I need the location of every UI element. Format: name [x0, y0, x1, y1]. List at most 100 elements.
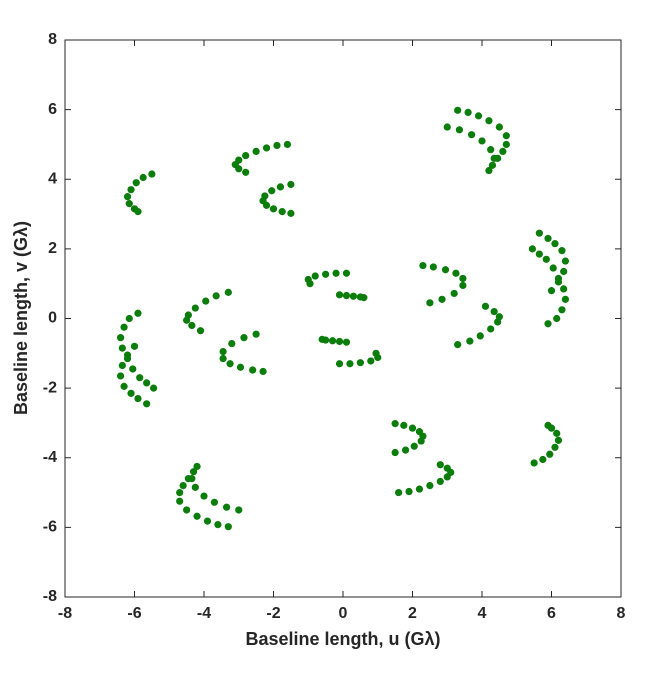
data-point	[125, 200, 133, 208]
data-point	[426, 299, 434, 307]
data-point	[262, 201, 271, 209]
data-point	[219, 347, 227, 356]
data-point	[551, 240, 559, 248]
data-point	[283, 140, 291, 149]
data-point	[196, 327, 205, 335]
data-point	[438, 295, 446, 303]
data-point	[454, 106, 462, 114]
data-point	[554, 436, 563, 444]
data-point	[551, 443, 559, 451]
data-point	[391, 420, 399, 428]
data-point	[143, 379, 151, 387]
x-tick-label: -4	[197, 605, 211, 622]
data-point	[405, 487, 413, 496]
data-point	[129, 365, 137, 373]
data-point	[148, 170, 156, 178]
data-point	[560, 285, 568, 293]
data-point	[269, 205, 278, 213]
data-point	[452, 269, 460, 277]
data-point	[287, 180, 295, 189]
data-point	[228, 339, 236, 348]
x-tick-label: -6	[127, 605, 141, 622]
data-point	[235, 506, 243, 514]
data-point	[547, 287, 556, 295]
data-point	[535, 250, 543, 258]
data-point	[499, 147, 507, 155]
data-point	[544, 421, 552, 429]
data-point	[219, 354, 227, 363]
data-point	[242, 151, 250, 160]
data-point	[415, 428, 424, 436]
data-point	[318, 335, 326, 343]
data-point	[495, 123, 503, 131]
data-point	[252, 330, 260, 338]
data-point	[311, 272, 319, 280]
data-point	[488, 161, 497, 169]
data-point	[441, 266, 450, 274]
data-point	[561, 295, 570, 303]
data-point	[249, 366, 257, 374]
x-tick-label: 6	[547, 605, 556, 622]
data-point	[236, 363, 245, 371]
data-point	[481, 302, 490, 310]
data-point	[188, 475, 196, 483]
data-point	[268, 187, 276, 195]
data-point	[459, 281, 467, 290]
data-point	[450, 289, 458, 298]
data-point	[485, 117, 493, 125]
data-point	[191, 304, 199, 312]
data-point	[443, 123, 451, 131]
y-tick-label: 8	[48, 31, 57, 48]
data-point	[202, 297, 210, 305]
data-point	[530, 459, 538, 467]
data-point	[429, 263, 437, 271]
data-point	[546, 450, 554, 458]
y-tick-label: -6	[43, 519, 57, 536]
data-point	[235, 165, 243, 173]
data-point	[342, 269, 351, 277]
data-point	[183, 506, 191, 514]
data-point	[367, 357, 375, 365]
data-point	[528, 245, 536, 253]
data-point	[242, 168, 250, 176]
data-point	[118, 361, 126, 370]
data-point	[466, 337, 474, 345]
data-point	[176, 497, 184, 505]
data-point	[335, 291, 344, 299]
data-point	[224, 288, 232, 296]
data-point	[490, 307, 498, 316]
data-point	[176, 488, 184, 497]
data-point	[391, 448, 399, 457]
data-point	[287, 209, 295, 217]
data-point	[222, 503, 231, 511]
data-point	[335, 360, 344, 368]
data-point	[123, 351, 132, 359]
data-point	[560, 267, 568, 276]
data-point	[224, 523, 232, 531]
y-tick-label: 2	[48, 240, 57, 257]
data-point	[278, 208, 286, 216]
data-point	[127, 186, 135, 194]
data-point	[273, 141, 281, 150]
data-point	[558, 247, 566, 255]
data-point	[443, 464, 451, 472]
data-point	[322, 270, 330, 278]
data-point	[495, 313, 503, 321]
data-point	[474, 112, 483, 120]
data-point	[240, 334, 248, 342]
data-point	[454, 341, 462, 349]
x-axis-label: Baseline length, u (Gλ)	[245, 629, 440, 649]
plot-frame	[64, 39, 622, 598]
data-point	[360, 294, 368, 302]
data-point	[487, 146, 495, 154]
data-point	[415, 485, 424, 493]
data-point	[426, 482, 434, 490]
data-point	[150, 384, 158, 392]
data-point	[262, 144, 271, 152]
data-point	[139, 173, 147, 182]
data-point	[549, 264, 557, 272]
data-point	[346, 360, 354, 368]
y-tick-label: -2	[43, 379, 57, 396]
